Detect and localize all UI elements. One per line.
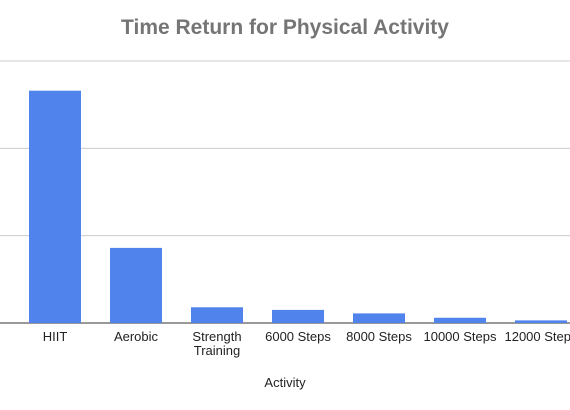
bar — [272, 309, 324, 323]
bar — [515, 320, 567, 323]
bar — [434, 317, 486, 323]
chart-title: Time Return for Physical Activity — [121, 16, 449, 39]
bar — [110, 247, 162, 323]
x-tick-label: 8000 Steps — [346, 329, 412, 344]
x-tick-label: 10000 Steps — [423, 329, 497, 344]
x-tick-label: Strength Training — [192, 329, 242, 358]
bar — [191, 307, 243, 323]
x-tick-label: Aerobic — [113, 329, 159, 344]
bar — [29, 90, 81, 324]
x-tick-label: HIIT — [42, 329, 68, 344]
bar — [353, 313, 405, 323]
x-tick-label: 6000 Steps — [265, 329, 331, 344]
x-tick-label: 12000 Steps — [504, 329, 570, 344]
x-axis-title: Activity — [264, 375, 306, 390]
